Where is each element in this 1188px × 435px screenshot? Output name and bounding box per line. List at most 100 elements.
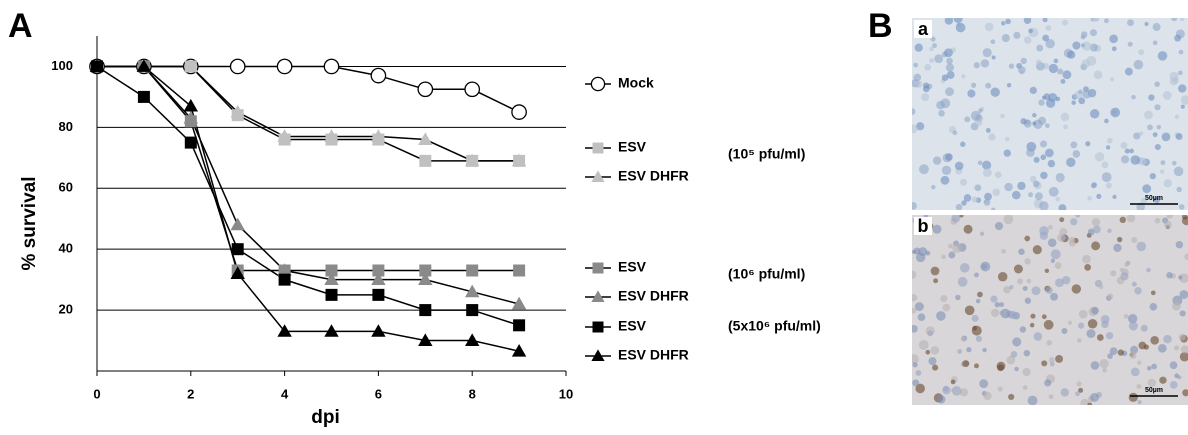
marker — [370, 67, 387, 84]
cell — [1053, 58, 1059, 64]
cell — [912, 325, 918, 333]
cell — [1120, 141, 1128, 149]
cell — [914, 80, 920, 86]
marker — [325, 288, 338, 301]
cell — [950, 379, 956, 385]
cell — [962, 360, 970, 368]
cell — [1048, 224, 1053, 230]
marker — [183, 111, 198, 124]
legend-label: Mock — [618, 75, 654, 91]
cell — [1049, 361, 1055, 367]
cell — [912, 307, 917, 314]
cell — [996, 361, 1006, 371]
cell — [1131, 281, 1137, 287]
cell — [1144, 21, 1149, 27]
cell — [1184, 253, 1188, 261]
cell — [1040, 171, 1048, 180]
cell — [970, 110, 981, 121]
cell — [963, 194, 972, 202]
dose-label: (10⁵ pfu/ml) — [728, 146, 805, 162]
cell — [945, 63, 955, 72]
cell — [936, 311, 946, 321]
cell — [1062, 19, 1069, 26]
cell — [957, 276, 968, 287]
cell — [1060, 388, 1069, 397]
x-tick-label: 8 — [469, 386, 476, 401]
cell — [1152, 132, 1158, 138]
cell — [1164, 220, 1172, 229]
cell — [1161, 132, 1171, 142]
cell — [978, 108, 983, 113]
cell — [1048, 186, 1059, 197]
cell — [1154, 217, 1161, 224]
cell — [985, 82, 992, 89]
marker — [230, 266, 245, 279]
cell — [1159, 376, 1167, 384]
cell — [1038, 116, 1047, 125]
cell — [1138, 49, 1145, 56]
cell — [932, 364, 939, 371]
marker — [183, 59, 198, 72]
cell — [1040, 154, 1047, 161]
cell — [1096, 334, 1104, 341]
x-tick-label: 6 — [375, 386, 382, 401]
cell — [1119, 216, 1127, 224]
x-axis-label: dpi — [311, 407, 340, 428]
cell — [1059, 217, 1065, 223]
cell — [1178, 84, 1187, 93]
cell — [928, 357, 937, 366]
cell — [1174, 373, 1180, 379]
marker — [418, 333, 433, 346]
marker — [465, 333, 480, 346]
cell — [1091, 306, 1099, 315]
cell — [1075, 391, 1080, 397]
cell — [1149, 302, 1158, 311]
cell — [1029, 175, 1037, 183]
cell — [1127, 41, 1133, 47]
cell — [1157, 343, 1167, 353]
cell — [971, 314, 979, 322]
cell — [1159, 169, 1165, 174]
marker — [513, 319, 526, 332]
cell — [1175, 133, 1183, 141]
cell — [932, 224, 942, 234]
cell — [971, 196, 978, 203]
cell — [1087, 228, 1095, 236]
cell — [1078, 309, 1088, 319]
marker — [511, 153, 527, 167]
cell — [1036, 44, 1044, 52]
cell — [1082, 89, 1092, 99]
cell — [1078, 322, 1085, 329]
cell — [1178, 204, 1185, 210]
marker — [372, 264, 385, 277]
cell — [1022, 385, 1028, 391]
marker — [278, 273, 291, 286]
cell — [1020, 118, 1027, 125]
cell — [1150, 290, 1156, 296]
cell — [1031, 286, 1041, 296]
cell — [1094, 151, 1105, 162]
cell — [1100, 315, 1110, 324]
cell — [1050, 258, 1055, 263]
cell — [1134, 287, 1142, 295]
marker — [465, 153, 480, 167]
cell — [1017, 181, 1026, 191]
cell — [1026, 278, 1032, 284]
cell — [941, 165, 952, 175]
cell — [912, 294, 918, 302]
cell — [1045, 25, 1052, 31]
cell — [1076, 381, 1082, 387]
cell — [959, 178, 968, 186]
cell — [912, 201, 917, 210]
cell — [1048, 394, 1054, 400]
cell — [990, 39, 996, 45]
cell — [948, 251, 956, 259]
cell — [1156, 124, 1162, 130]
series-line — [97, 65, 520, 305]
cell — [1138, 157, 1147, 166]
cell — [1047, 238, 1057, 248]
cell — [1043, 93, 1051, 101]
marker — [592, 321, 604, 333]
cell — [1082, 254, 1091, 264]
cell — [1176, 186, 1182, 193]
